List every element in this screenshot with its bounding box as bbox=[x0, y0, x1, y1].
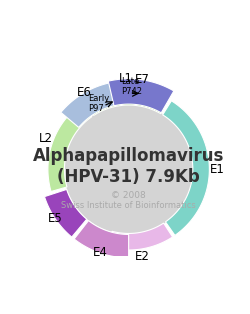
Polygon shape bbox=[162, 101, 208, 236]
Polygon shape bbox=[60, 82, 117, 127]
Text: © 2008: © 2008 bbox=[111, 191, 146, 200]
Text: E2: E2 bbox=[134, 250, 149, 263]
Text: L1: L1 bbox=[118, 72, 132, 85]
Text: E4: E4 bbox=[92, 246, 107, 259]
Text: E5: E5 bbox=[48, 212, 62, 225]
Text: Late
P742: Late P742 bbox=[120, 77, 141, 96]
Text: L2: L2 bbox=[38, 133, 52, 145]
Polygon shape bbox=[48, 103, 92, 192]
Polygon shape bbox=[108, 79, 173, 113]
Text: E7: E7 bbox=[135, 73, 150, 86]
Circle shape bbox=[64, 105, 192, 234]
Polygon shape bbox=[83, 87, 169, 116]
Text: E1: E1 bbox=[209, 163, 224, 176]
Text: (HPV-31) 7.9Kb: (HPV-31) 7.9Kb bbox=[57, 168, 199, 186]
Polygon shape bbox=[107, 223, 172, 250]
Polygon shape bbox=[44, 189, 86, 237]
Polygon shape bbox=[74, 221, 128, 258]
Text: E6: E6 bbox=[77, 86, 92, 99]
Text: Alphapapillomavirus: Alphapapillomavirus bbox=[33, 147, 224, 165]
Text: Early
P97: Early P97 bbox=[88, 94, 108, 113]
Text: Swiss Institute of Bioinformatics: Swiss Institute of Bioinformatics bbox=[61, 201, 195, 210]
